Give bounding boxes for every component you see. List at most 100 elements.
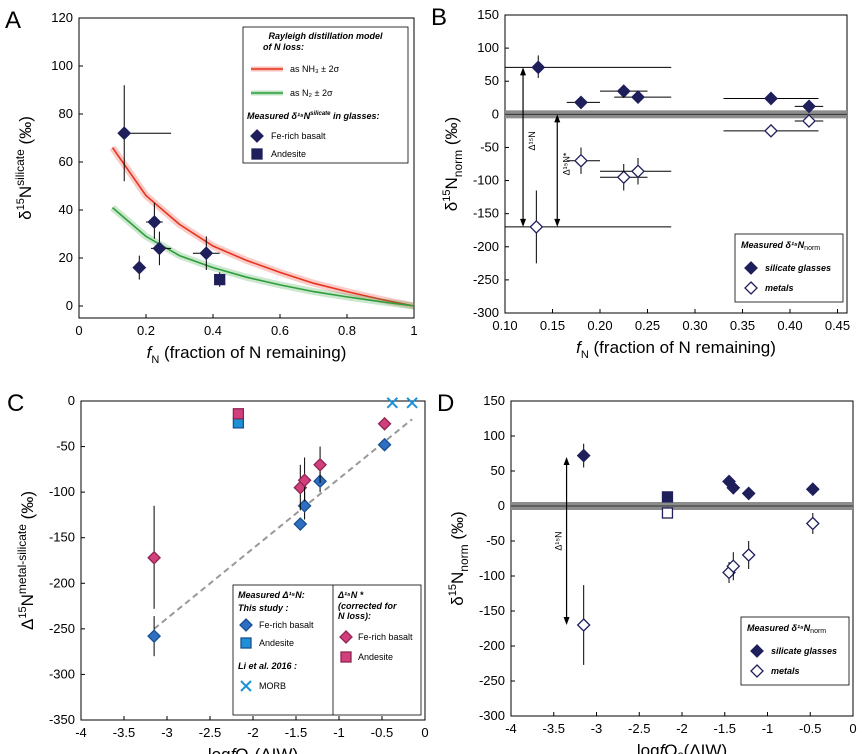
- y-tick-label: 100: [51, 58, 73, 73]
- x-tick-label: 0.10: [492, 318, 517, 333]
- x-tick-label: -1.5: [714, 721, 736, 736]
- x-tick-label: 0.35: [730, 318, 755, 333]
- legend-title: Δ¹⁵N *: [337, 590, 364, 600]
- arrow-head: [563, 617, 570, 625]
- y-tick-label: -200: [473, 239, 499, 254]
- data-point: [802, 114, 816, 128]
- data-point: [576, 618, 591, 632]
- x-tick-label: 0: [421, 725, 428, 740]
- data-point: [117, 126, 132, 141]
- legend-entry: Andesite: [271, 149, 306, 159]
- legend-title: of N loss:: [263, 42, 304, 52]
- x-tick-label: -4: [75, 725, 87, 740]
- y-tick-label: -100: [473, 173, 499, 188]
- y-tick-label: -300: [479, 708, 505, 723]
- y-tick-label: 120: [51, 10, 73, 25]
- data-point: [631, 164, 645, 179]
- y-tick-label: 50: [485, 73, 499, 88]
- x-tick-label: 0.20: [587, 318, 612, 333]
- panel-d: D -4 -3.5 -3 -2.5 -2 -1.5 -1 -0.5 0 -300 -250 -200 -1…: [437, 390, 857, 754]
- x-tick-label: 0.2: [137, 323, 155, 338]
- legend-marker: [340, 651, 352, 663]
- data-point: [377, 437, 392, 452]
- data-point: [386, 397, 399, 409]
- y-tick-label: 0: [68, 393, 75, 408]
- y-tick-label: -50: [56, 439, 75, 454]
- legend-entry: silicate glasses: [765, 263, 831, 273]
- data-point: [214, 273, 226, 286]
- data-point: [616, 84, 631, 99]
- y-tick-label: 60: [59, 154, 73, 169]
- x-tick-label: 1: [410, 323, 417, 338]
- data-point: [152, 241, 167, 256]
- y-axis-label: δ15Nnorm (‰): [441, 117, 465, 211]
- x-tick-label: -2: [247, 725, 259, 740]
- y-tick-label: -150: [49, 530, 75, 545]
- arrow-head: [520, 218, 527, 227]
- x-tick-label: 0.25: [635, 318, 660, 333]
- legend-entry: Andesite: [358, 652, 393, 662]
- y-tick-label: -100: [49, 484, 75, 499]
- legend-entry: silicate glasses: [771, 646, 837, 656]
- data-point: [764, 91, 778, 106]
- data-point: [313, 457, 327, 472]
- data-point: [805, 482, 820, 497]
- panel-label: D: [437, 390, 454, 417]
- plot-frame: [504, 14, 848, 314]
- x-axis-label: fN (fraction of N remaining): [576, 338, 776, 361]
- legend-title: Measured δ¹⁵Nnorm: [747, 623, 826, 635]
- legend-marker: [239, 618, 253, 632]
- y-tick-label: 0: [498, 498, 505, 513]
- legend-box: [242, 26, 409, 164]
- y-tick-label: -50: [480, 139, 499, 154]
- y-tick-label: -300: [473, 305, 499, 320]
- legend-entry: Andesite: [259, 638, 294, 648]
- x-tick-label: 0.40: [777, 318, 802, 333]
- legend-marker: [240, 637, 252, 649]
- panel-label: A: [5, 7, 21, 34]
- data-point: [616, 170, 631, 185]
- legend-entry: metals: [765, 283, 794, 293]
- plot-frame: [78, 17, 415, 319]
- data-point: [406, 397, 418, 409]
- legend-title: Rayleigh distillation model: [268, 31, 383, 41]
- data-point: [726, 480, 741, 495]
- data-point: [293, 517, 308, 531]
- y-tick-label: 50: [491, 463, 505, 478]
- x-tick-label: 0.6: [271, 323, 289, 338]
- y-tick-label: -200: [479, 638, 505, 653]
- legend-subtitle: (corrected for: [338, 601, 397, 611]
- y-tick-label: 0: [492, 106, 499, 121]
- legend-entry: Fe-rich basalt: [358, 632, 413, 642]
- data-point: [377, 416, 392, 431]
- x-tick-label: -3: [161, 725, 173, 740]
- x-tick-label: -1.5: [285, 725, 307, 740]
- x-tick-label: 0.30: [682, 318, 707, 333]
- panel-label: B: [431, 4, 447, 31]
- x-tick-label: -1: [333, 725, 345, 740]
- data-point: [631, 90, 645, 105]
- y-axis-label: Δ15Nmetal-silicate (‰): [15, 491, 37, 630]
- legend-entry: metals: [771, 666, 800, 676]
- legend-marker: [240, 680, 252, 692]
- legend-subtitle: N loss):: [338, 611, 371, 621]
- panel-b: B 0.10 0.15 0.20 0.25 0.30 0.35 0.40 0.45 -300 -25…: [431, 4, 850, 361]
- y-tick-label: -200: [49, 575, 75, 590]
- data-point: [805, 516, 820, 531]
- legend-entry: as N₂ ± 2σ: [290, 88, 333, 98]
- legend-subtitle: Li et al. 2016 :: [238, 661, 297, 671]
- y-tick-label: 100: [477, 40, 499, 55]
- data-point: [741, 548, 756, 562]
- x-tick-label: 0.15: [540, 318, 565, 333]
- arrow-head: [563, 457, 570, 465]
- data-point: [529, 219, 544, 234]
- y-tick-label: -250: [49, 621, 75, 636]
- legend-entry: as NH₃ ± 2σ: [290, 64, 340, 74]
- data-point: [726, 559, 741, 574]
- x-tick-label: -1: [762, 721, 774, 736]
- data-point: [661, 507, 674, 519]
- data-point: [147, 215, 162, 229]
- data-point: [132, 260, 147, 275]
- data-point: [741, 486, 756, 501]
- y-tick-label: -150: [473, 206, 499, 221]
